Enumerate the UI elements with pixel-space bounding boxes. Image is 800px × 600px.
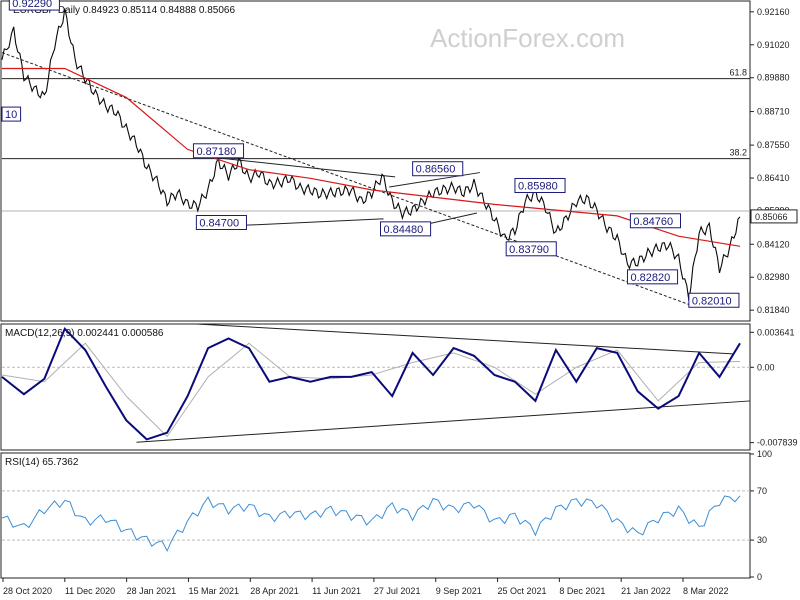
macd-y-tick-label: -0.007839 [757,438,798,448]
macd-y-tick-label: 0.003641 [757,327,795,337]
price-callout-label: 10 [5,109,17,121]
price-callout-label: 0.87180 [196,146,236,158]
price-callout-box [626,269,679,285]
x-tick-label: 11 Dec 2020 [65,586,115,596]
falling-trend-line [1,52,692,307]
price-y-tick-label: 0.81840 [757,305,790,315]
price-callout-label: 0.85980 [518,180,558,192]
price-callout-label: 0.82010 [692,295,732,307]
macd-lower-trend-line [136,400,751,443]
macd-y-tick-label: 0.00 [757,362,775,372]
price-y-tick-label: 0.92160 [757,7,790,17]
price-panel-title: EURGBP Daily 0.84923 0.85114 0.84888 0.8… [13,5,235,16]
price-callout-label: 0.84700 [199,217,239,229]
macd-panel-frame [0,323,751,451]
x-tick-label: 9 Sep 2021 [436,586,482,596]
rsi-panel-frame [0,452,751,579]
x-tick-label: 28 Jan 2021 [127,586,177,596]
triangle-upper-line [193,154,396,178]
rsi-y-tick-label: 70 [757,486,767,496]
price-y-tick-label: 0.87550 [757,140,790,150]
price-callout-box [629,213,681,229]
price-callout-label: 0.86560 [416,164,456,176]
macd-y-axis: 0.003641 0.00 -0.007839 [750,327,798,448]
price-callout-box [1,106,22,122]
price-callout-box [195,214,247,230]
x-tick-label: 28 Oct 2020 [3,586,52,596]
x-axis: 28 Oct 2020 11 Dec 2020 28 Jan 2021 15 Mar … [2,578,729,596]
price-callouts: 0.92290 10 0.87180 0.84700 0.86560 0.84480 0.8… [1,0,740,308]
price-y-tick-label: 0.88710 [757,107,790,117]
moving-average-line [2,67,741,247]
price-callout-box [514,177,566,193]
price-callout-box [412,161,464,177]
rsi-panel-title: RSI(14) 65.7362 [5,457,79,468]
channel-upper-line [389,172,480,188]
x-tick-label: 25 Oct 2021 [498,586,547,596]
rsi-y-tick-label: 0 [757,572,762,582]
price-y-tick-label: 0.91020 [757,40,790,50]
price-y-tick-label: 0.82980 [757,272,790,282]
x-tick-label: 8 Dec 2021 [559,586,605,596]
price-callout-box [688,292,740,308]
rsi-series [1,495,741,553]
macd-signal-line [1,342,741,438]
price-callout-box [379,221,432,237]
price-callout-label: 0.82820 [630,272,670,284]
x-tick-label: 21 Jan 2022 [621,586,671,596]
x-tick-label: 11 Jun 2021 [312,586,361,596]
price-callout-label: 0.84760 [633,216,673,228]
last-price-box [750,209,798,224]
fib-level-label: 61.8 [729,68,747,78]
rsi-line [1,495,741,553]
price-callout-label: 0.83790 [509,244,549,256]
price-callout-label: 0.84480 [383,224,423,236]
price-y-axis: 0.92160 0.91020 0.89880 0.88710 0.87550 0.864… [750,7,798,315]
price-y-tick-label: 0.89880 [757,73,790,83]
price-callout-box [505,241,557,257]
fib-level-label: 38.2 [729,148,747,158]
x-tick-label: 27 Jul 2021 [374,586,421,596]
macd-panel-title: MACD(12,26,9) 0.002441 0.000586 [5,328,164,339]
price-series [1,8,741,301]
last-price-label: 0.85066 [755,212,788,222]
x-tick-label: 28 Apr 2021 [250,586,299,596]
rsi-y-tick-label: 100 [757,449,772,459]
macd-upper-trend-line [196,323,733,355]
watermark: ActionForex.com [430,23,625,53]
price-y-tick-label: 0.86410 [757,173,790,183]
price-panel-frame [0,0,751,322]
price-line [1,8,741,301]
price-callout-box [8,0,60,11]
rsi-y-tick-label: 30 [757,535,767,545]
price-y-tick-label: 0.84120 [757,239,790,249]
rsi-y-axis: 100 70 30 0 [750,449,772,582]
macd-line [1,327,741,441]
x-tick-label: 15 Mar 2021 [188,586,239,596]
x-tick-label: 8 Mar 2022 [683,586,729,596]
price-callout-box [192,143,245,159]
price-grid: 61.8 38.2 [2,68,750,212]
macd-grid [2,323,751,443]
macd-series [1,327,741,441]
price-callout-label: 0.92290 [12,0,52,10]
